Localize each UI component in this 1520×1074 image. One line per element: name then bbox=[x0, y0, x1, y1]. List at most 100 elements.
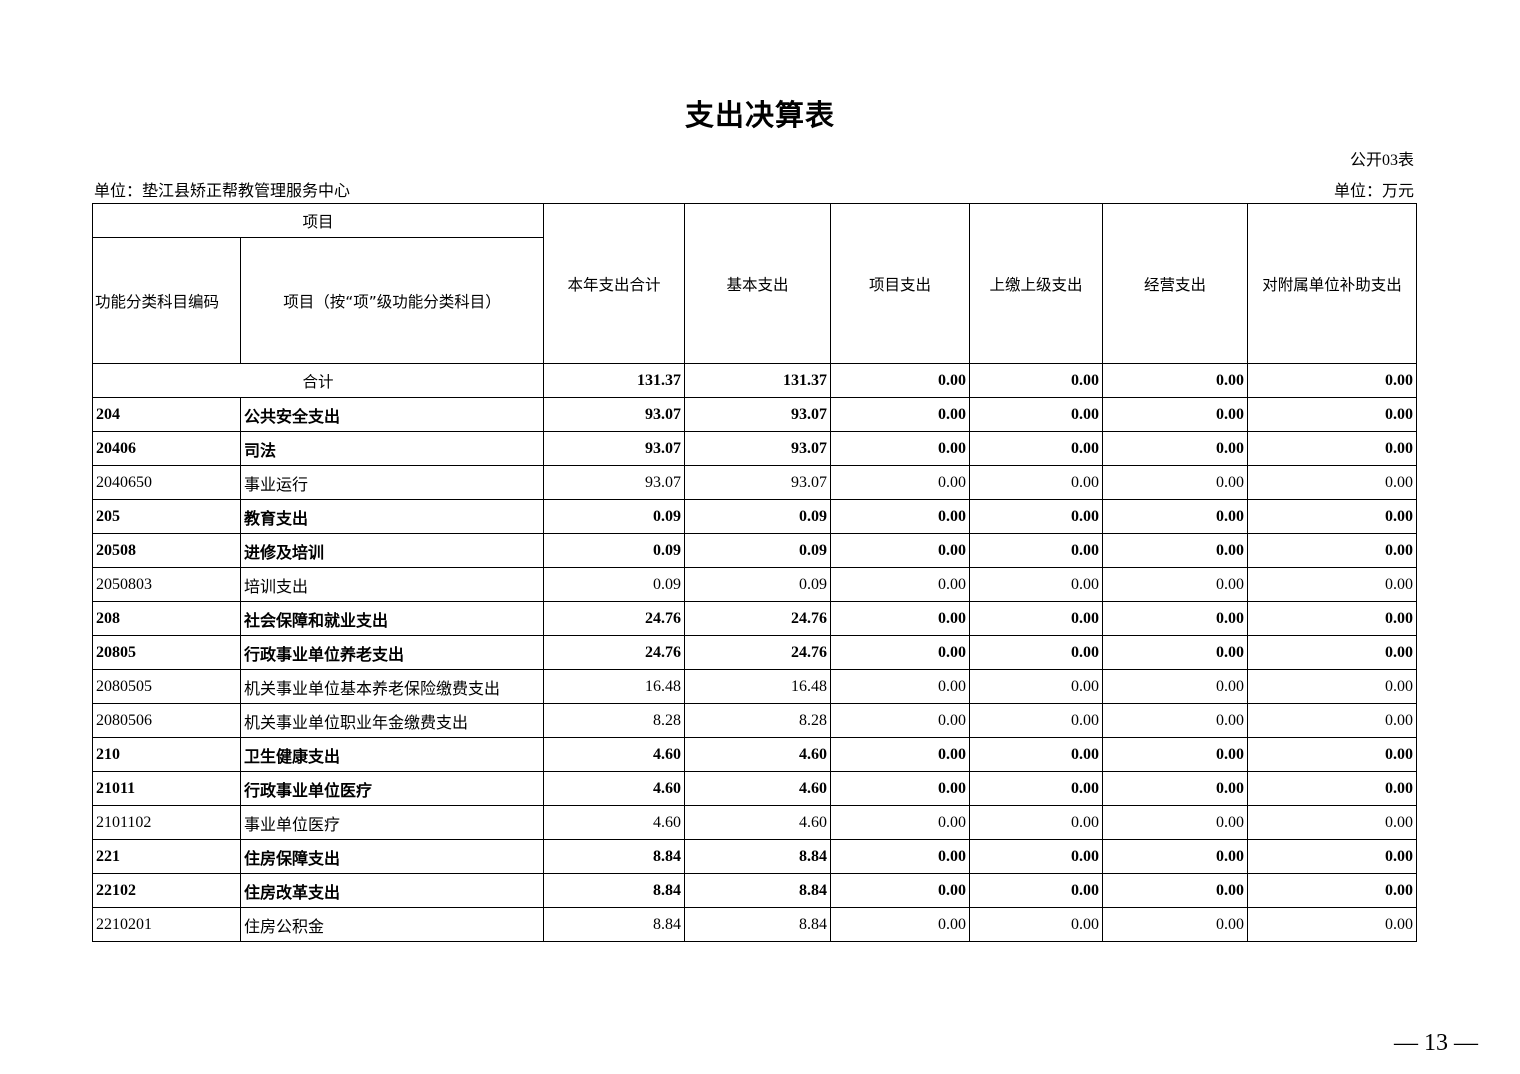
row-value: 0.00 bbox=[830, 533, 971, 568]
table-row: 208 社会保障和就业支出 24.76 24.76 0.00 0.00 0.00 0.00 bbox=[92, 601, 1418, 636]
table-row: 22102 住房改革支出 8.84 8.84 0.00 0.00 0.00 0.00 bbox=[92, 873, 1418, 908]
row-value: 0.00 bbox=[1247, 805, 1418, 840]
table-row: 221 住房保障支出 8.84 8.84 0.00 0.00 0.00 0.00 bbox=[92, 839, 1418, 874]
row-value: 0.00 bbox=[1102, 669, 1249, 704]
row-name: 卫生健康支出 bbox=[239, 737, 545, 772]
table-row: 2101102 事业单位医疗 4.60 4.60 0.00 0.00 0.00 0.00 bbox=[92, 805, 1418, 840]
row-value: 0.00 bbox=[830, 567, 971, 602]
row-value: 0.00 bbox=[1247, 839, 1418, 874]
row-value: 0.00 bbox=[1102, 737, 1249, 772]
row-code: 205 bbox=[92, 499, 241, 534]
row-value: 4.60 bbox=[543, 771, 686, 806]
row-code: 208 bbox=[92, 601, 241, 636]
row-value: 8.84 bbox=[543, 907, 686, 942]
row-name: 公共安全支出 bbox=[239, 397, 545, 432]
row-value: 0.00 bbox=[1102, 567, 1249, 602]
row-name: 进修及培训 bbox=[239, 533, 545, 568]
total-value: 131.37 bbox=[543, 363, 686, 398]
row-value: 4.60 bbox=[543, 737, 686, 772]
row-name: 事业运行 bbox=[239, 465, 545, 500]
total-value: 131.37 bbox=[684, 363, 832, 398]
row-value: 0.00 bbox=[1247, 635, 1418, 670]
total-value: 0.00 bbox=[830, 363, 971, 398]
row-value: 0.00 bbox=[1247, 465, 1418, 500]
table-row: 20406 司法 93.07 93.07 0.00 0.00 0.00 0.00 bbox=[92, 431, 1418, 466]
row-name: 住房公积金 bbox=[239, 907, 545, 942]
row-value: 0.00 bbox=[1247, 397, 1418, 432]
row-value: 0.00 bbox=[830, 635, 971, 670]
header-upper: 上缴上级支出 bbox=[969, 203, 1104, 364]
row-value: 0.00 bbox=[830, 397, 971, 432]
row-value: 0.00 bbox=[830, 601, 971, 636]
row-value: 0.00 bbox=[969, 567, 1104, 602]
row-value: 0.00 bbox=[830, 499, 971, 534]
header-business: 经营支出 bbox=[1102, 203, 1249, 364]
row-value: 0.00 bbox=[830, 465, 971, 500]
row-value: 0.00 bbox=[1102, 873, 1249, 908]
total-value: 0.00 bbox=[1247, 363, 1418, 398]
row-value: 0.00 bbox=[969, 533, 1104, 568]
header-subsidy: 对附属单位补助支出 bbox=[1247, 203, 1418, 364]
row-code: 2040650 bbox=[92, 465, 241, 500]
header-code: 功能分类科目编码 bbox=[92, 237, 241, 364]
row-name: 住房保障支出 bbox=[239, 839, 545, 874]
row-code: 2050803 bbox=[92, 567, 241, 602]
row-value: 0.00 bbox=[830, 431, 971, 466]
row-value: 0.09 bbox=[543, 499, 686, 534]
table-row: 2040650 事业运行 93.07 93.07 0.00 0.00 0.00 0.00 bbox=[92, 465, 1418, 500]
total-label: 合计 bbox=[91, 363, 545, 398]
row-code: 2080506 bbox=[92, 703, 241, 738]
row-value: 0.00 bbox=[969, 601, 1104, 636]
row-value: 0.00 bbox=[1247, 499, 1418, 534]
row-value: 0.00 bbox=[1102, 805, 1249, 840]
row-name: 行政事业单位医疗 bbox=[239, 771, 545, 806]
row-value: 0.00 bbox=[1102, 703, 1249, 738]
row-value: 0.00 bbox=[830, 703, 971, 738]
row-name: 社会保障和就业支出 bbox=[239, 601, 545, 636]
row-value: 0.00 bbox=[969, 805, 1104, 840]
row-code: 210 bbox=[92, 737, 241, 772]
row-value: 24.76 bbox=[543, 601, 686, 636]
row-value: 0.00 bbox=[1247, 703, 1418, 738]
row-value: 0.09 bbox=[543, 533, 686, 568]
row-value: 8.84 bbox=[684, 907, 832, 942]
row-value: 0.00 bbox=[969, 669, 1104, 704]
row-value: 0.00 bbox=[830, 839, 971, 874]
row-value: 0.00 bbox=[1102, 533, 1249, 568]
page-title: 支出决算表 bbox=[684, 98, 835, 132]
row-value: 0.09 bbox=[684, 533, 832, 568]
row-value: 93.07 bbox=[684, 465, 832, 500]
row-value: 0.00 bbox=[1247, 771, 1418, 806]
row-value: 0.00 bbox=[1247, 669, 1418, 704]
row-value: 93.07 bbox=[543, 465, 686, 500]
row-value: 0.00 bbox=[969, 839, 1104, 874]
row-value: 0.00 bbox=[969, 873, 1104, 908]
row-value: 0.00 bbox=[1247, 601, 1418, 636]
row-value: 93.07 bbox=[684, 397, 832, 432]
row-code: 2210201 bbox=[92, 907, 241, 942]
header-item: 项目 bbox=[91, 203, 545, 238]
total-value: 0.00 bbox=[969, 363, 1104, 398]
row-value: 93.07 bbox=[684, 431, 832, 466]
row-value: 4.60 bbox=[684, 771, 832, 806]
row-code: 20508 bbox=[92, 533, 241, 568]
row-name: 机关事业单位职业年金缴费支出 bbox=[239, 703, 545, 738]
row-value: 0.00 bbox=[1102, 499, 1249, 534]
expenditure-table: 项目 本年支出合计 基本支出 项目支出 上缴上级支出 经营支出 对附属单位补助支… bbox=[91, 203, 1418, 942]
row-value: 0.00 bbox=[830, 771, 971, 806]
row-value: 0.00 bbox=[830, 805, 971, 840]
row-value: 0.00 bbox=[969, 635, 1104, 670]
table-row: 2080506 机关事业单位职业年金缴费支出 8.28 8.28 0.00 0.00 0.0… bbox=[92, 703, 1418, 738]
row-value: 0.00 bbox=[969, 703, 1104, 738]
row-value: 0.00 bbox=[1102, 431, 1249, 466]
row-value: 8.84 bbox=[684, 873, 832, 908]
row-value: 0.00 bbox=[830, 907, 971, 942]
row-value: 4.60 bbox=[684, 805, 832, 840]
row-value: 4.60 bbox=[684, 737, 832, 772]
row-value: 0.00 bbox=[1102, 397, 1249, 432]
row-value: 8.84 bbox=[684, 839, 832, 874]
row-name: 教育支出 bbox=[239, 499, 545, 534]
row-value: 0.09 bbox=[684, 499, 832, 534]
row-value: 0.00 bbox=[1102, 839, 1249, 874]
row-value: 0.00 bbox=[969, 431, 1104, 466]
